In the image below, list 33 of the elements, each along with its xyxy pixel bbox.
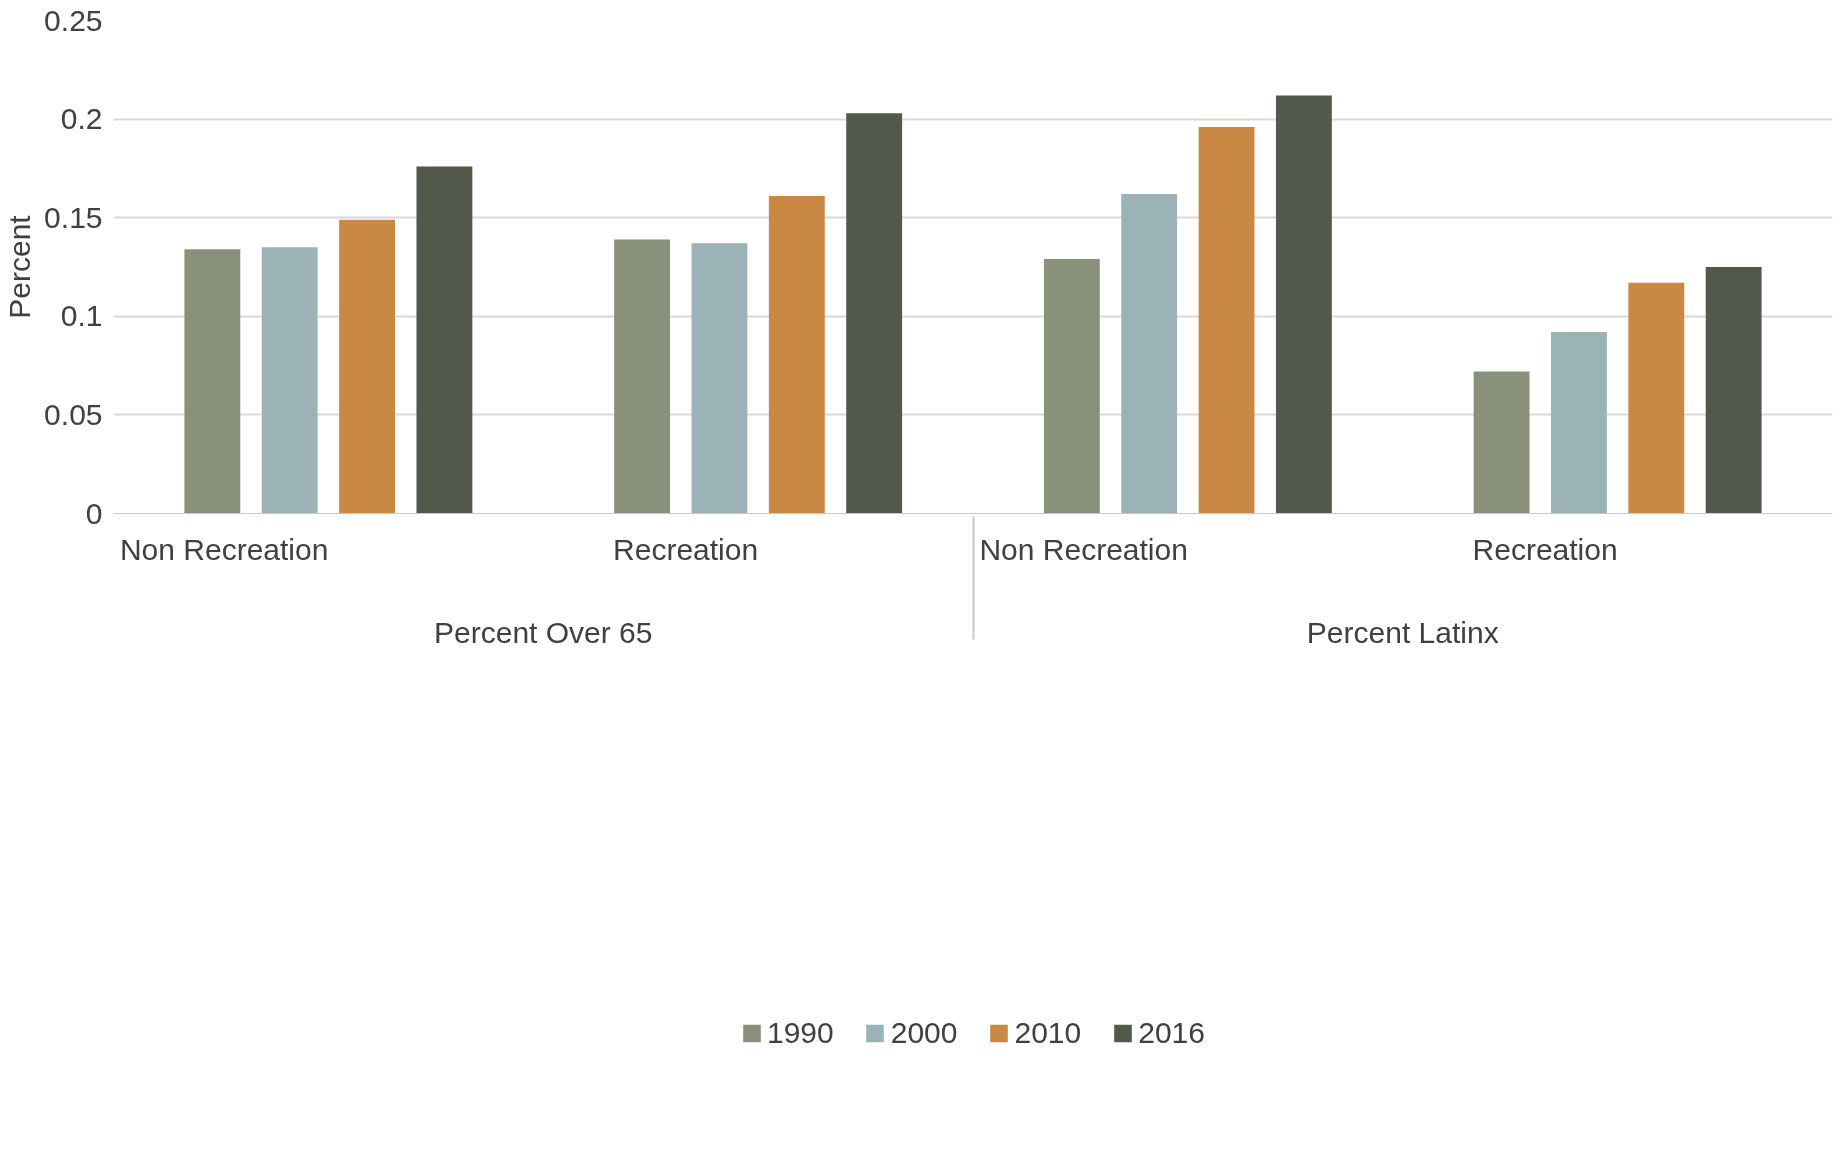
bar <box>1705 267 1762 514</box>
bar <box>261 247 318 514</box>
x-tick-label: Recreation <box>1472 533 1618 566</box>
legend-label: 2010 <box>1014 1015 1082 1050</box>
x-tick-label: Non Recreation <box>119 533 329 566</box>
bar <box>846 113 903 514</box>
bar <box>184 249 241 514</box>
x-tick-label: Non Recreation <box>979 533 1188 566</box>
legend-label: 1990 <box>767 1015 834 1050</box>
bar <box>1551 332 1607 514</box>
y-tick-label: 0.1 <box>60 299 103 333</box>
bar <box>768 196 825 514</box>
bar <box>1121 194 1178 514</box>
bar <box>1473 371 1530 514</box>
bar <box>1275 95 1332 514</box>
text: Percent Over 65 <box>434 615 653 649</box>
x-tick-label: Recreation <box>613 533 759 566</box>
y-tick-label: 0 <box>85 496 103 530</box>
y-tick-label: 0.15 <box>44 200 103 234</box>
bar <box>1043 259 1100 514</box>
bar <box>614 239 671 514</box>
legend-label: 2000 <box>890 1015 958 1050</box>
legend-label: 2016 <box>1138 1015 1205 1050</box>
y-tick-label: 0.25 <box>44 3 103 37</box>
y-tick-label: 0.2 <box>60 102 103 136</box>
bar <box>339 219 395 514</box>
bar <box>1198 126 1255 514</box>
bar <box>691 243 748 514</box>
y-tick-label: 0.05 <box>44 397 103 431</box>
y-axis-title: Percent <box>3 214 37 319</box>
text: Percent Latinx <box>1306 615 1499 649</box>
bar <box>1628 282 1685 514</box>
bar <box>416 166 473 514</box>
